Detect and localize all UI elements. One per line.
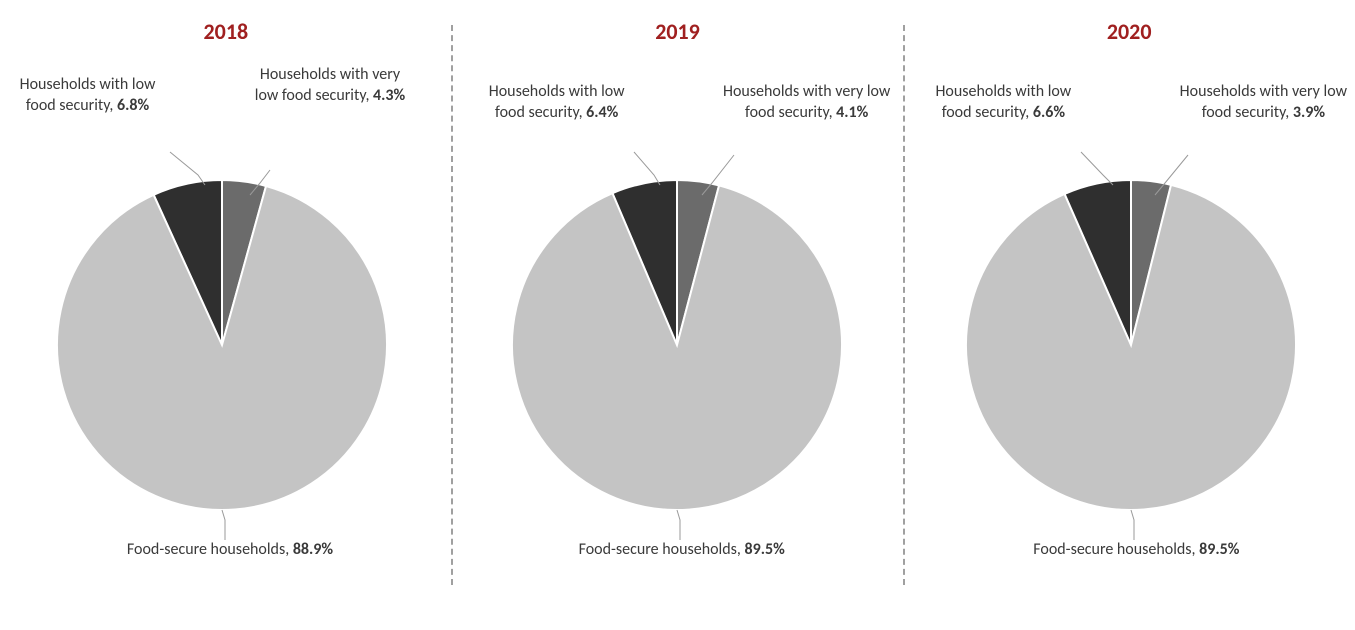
label-low-value-2019: 6.4% (586, 103, 618, 122)
chart-2018: Households with low food security, 6.8% … (0, 45, 452, 630)
divider-2 (903, 25, 905, 585)
year-title-2019: 2019 (655, 18, 700, 45)
panel-2020: 2020 Households with low food security, … (903, 0, 1355, 630)
label-verylow-2018: Households with very low food security, … (250, 65, 410, 107)
label-secure-name-2020: Food-secure households (1033, 540, 1191, 559)
divider-1 (451, 25, 453, 585)
label-low-value-2018: 6.8% (117, 96, 149, 115)
panel-2018: 2018 Households with low food security, … (0, 0, 452, 630)
label-verylow-value-2019: 4.1% (836, 103, 868, 122)
panel-2019: 2019 Households with low food security, … (452, 0, 904, 630)
label-secure-2019: Food-secure households, 89.5% (567, 540, 797, 561)
label-low-2018: Households with low food security, 6.8% (5, 75, 170, 117)
year-title-2020: 2020 (1107, 18, 1152, 45)
label-verylow-2020: Households with very low food security, … (1178, 82, 1348, 124)
label-secure-name-2018: Food-secure households (127, 540, 285, 559)
chart-2019: Households with low food security, 6.4% … (452, 45, 904, 630)
label-verylow-value-2018: 4.3% (373, 86, 405, 105)
label-verylow-value-2020: 3.9% (1293, 103, 1325, 122)
label-secure-value-2020: 89.5% (1199, 540, 1239, 559)
label-secure-2018: Food-secure households, 88.9% (115, 540, 345, 561)
label-low-value-2020: 6.6% (1033, 103, 1065, 122)
label-secure-2020: Food-secure households, 89.5% (1021, 540, 1251, 561)
label-low-2020: Households with low food security, 6.6% (923, 82, 1083, 124)
year-title-2018: 2018 (204, 18, 249, 45)
label-low-2019: Households with low food security, 6.4% (477, 82, 637, 124)
label-secure-name-2019: Food-secure households (579, 540, 737, 559)
pie-2018 (0, 45, 452, 605)
pie-2019 (452, 45, 904, 605)
panels-container: 2018 Households with low food security, … (0, 0, 1355, 630)
label-secure-value-2019: 89.5% (744, 540, 784, 559)
pie-2020 (903, 45, 1355, 605)
label-verylow-2019: Households with very low food security, … (722, 82, 892, 124)
label-secure-value-2018: 88.9% (293, 540, 333, 559)
chart-2020: Households with low food security, 6.6% … (903, 45, 1355, 630)
